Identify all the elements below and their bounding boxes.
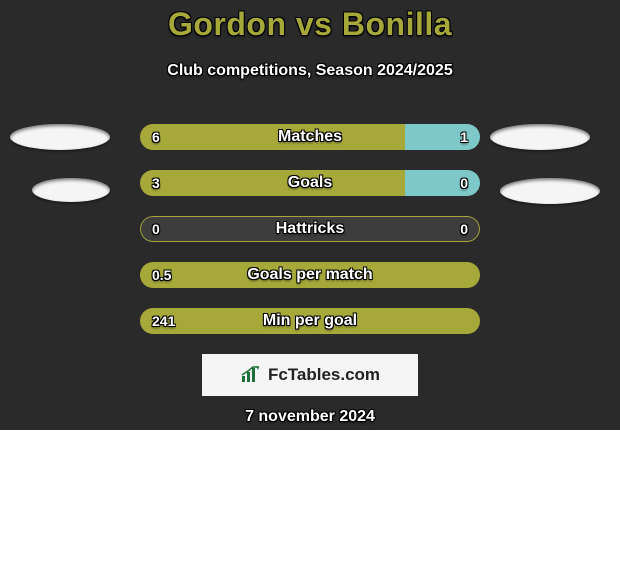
avatar-right-top <box>490 124 590 150</box>
bar-value-right: 0 <box>460 216 468 242</box>
stat-bar: Goals per match0.5 <box>140 262 480 288</box>
bar-value-left: 241 <box>152 308 175 334</box>
bar-value-right: 0 <box>460 170 468 196</box>
bar-value-left: 3 <box>152 170 160 196</box>
stat-bar: Hattricks0 0 <box>140 216 480 242</box>
stat-bar: Min per goal241 <box>140 308 480 334</box>
bar-label: Goals per match <box>140 262 480 288</box>
avatar-right-mid <box>500 178 600 204</box>
date-line: 7 november 2024 <box>0 408 620 426</box>
page-title: Gordon vs Bonilla <box>0 6 620 43</box>
bar-label: Matches <box>140 124 480 150</box>
page-subtitle: Club competitions, Season 2024/2025 <box>0 62 620 80</box>
chart-icon <box>240 366 262 384</box>
bar-value-left: 6 <box>152 124 160 150</box>
bar-label: Goals <box>140 170 480 196</box>
bar-value-left: 0.5 <box>152 262 171 288</box>
avatar-left-mid <box>32 178 110 202</box>
bar-label: Min per goal <box>140 308 480 334</box>
stat-bars: Matches61Goals30Hattricks00Goals per mat… <box>140 124 480 354</box>
logo-text: FcTables.com <box>268 365 380 385</box>
comparison-widget: Gordon vs Bonilla Club competitions, Sea… <box>0 0 620 580</box>
avatar-left-top <box>10 124 110 150</box>
stat-bar: Matches6 1 <box>140 124 480 150</box>
stat-bar: Goals3 0 <box>140 170 480 196</box>
bar-label: Hattricks <box>140 216 480 242</box>
bar-value-right: 1 <box>460 124 468 150</box>
bar-value-left: 0 <box>152 216 160 242</box>
logo-box: FcTables.com <box>202 354 418 396</box>
